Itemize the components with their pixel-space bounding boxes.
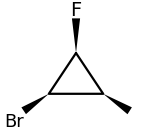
- Polygon shape: [72, 18, 80, 53]
- Text: Br: Br: [4, 113, 24, 131]
- Polygon shape: [21, 94, 49, 114]
- Polygon shape: [103, 94, 132, 114]
- Text: F: F: [70, 1, 82, 20]
